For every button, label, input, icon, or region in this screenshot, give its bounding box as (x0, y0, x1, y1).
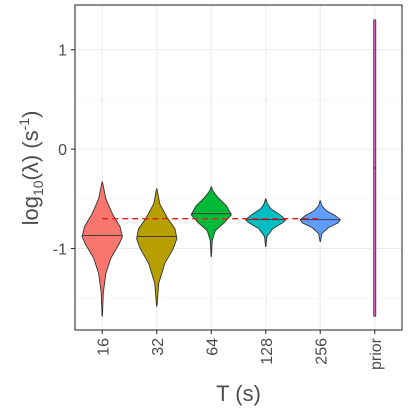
y-axis-title-log: log (18, 196, 43, 225)
violin-256 (299, 200, 341, 242)
y-axis-title-close: ) (18, 111, 43, 118)
y-axis-title-superscript: -1 (16, 118, 32, 131)
x-tick-label: 128 (259, 338, 276, 365)
plot-background (75, 5, 402, 330)
y-axis-title-lambda: (λ) (s (18, 130, 43, 180)
x-tick-label: 64 (204, 338, 221, 356)
median-lines (82, 167, 376, 238)
x-tick-label: 32 (150, 338, 167, 356)
violin-16 (81, 181, 123, 317)
x-axis-title: T (s) (216, 381, 261, 406)
grid-minor (75, 99, 402, 299)
y-axis-title-subscript: 10 (30, 180, 46, 196)
y-tick-label: -1 (53, 242, 67, 259)
y-tick-label: 0 (58, 142, 67, 159)
y-axis-title: log10(λ) (s-1) (16, 111, 46, 226)
violin-64 (190, 186, 232, 257)
x-tick-label: 16 (95, 338, 112, 356)
x-tick-label: 256 (313, 338, 330, 365)
violin-128 (245, 198, 287, 247)
x-axis: 16 32 64 128 256 prior (95, 330, 385, 370)
y-tick-label: 1 (58, 43, 67, 60)
plot-border (74, 4, 403, 331)
y-axis: -1 0 1 (53, 43, 75, 259)
x-tick-label: prior (368, 337, 385, 370)
